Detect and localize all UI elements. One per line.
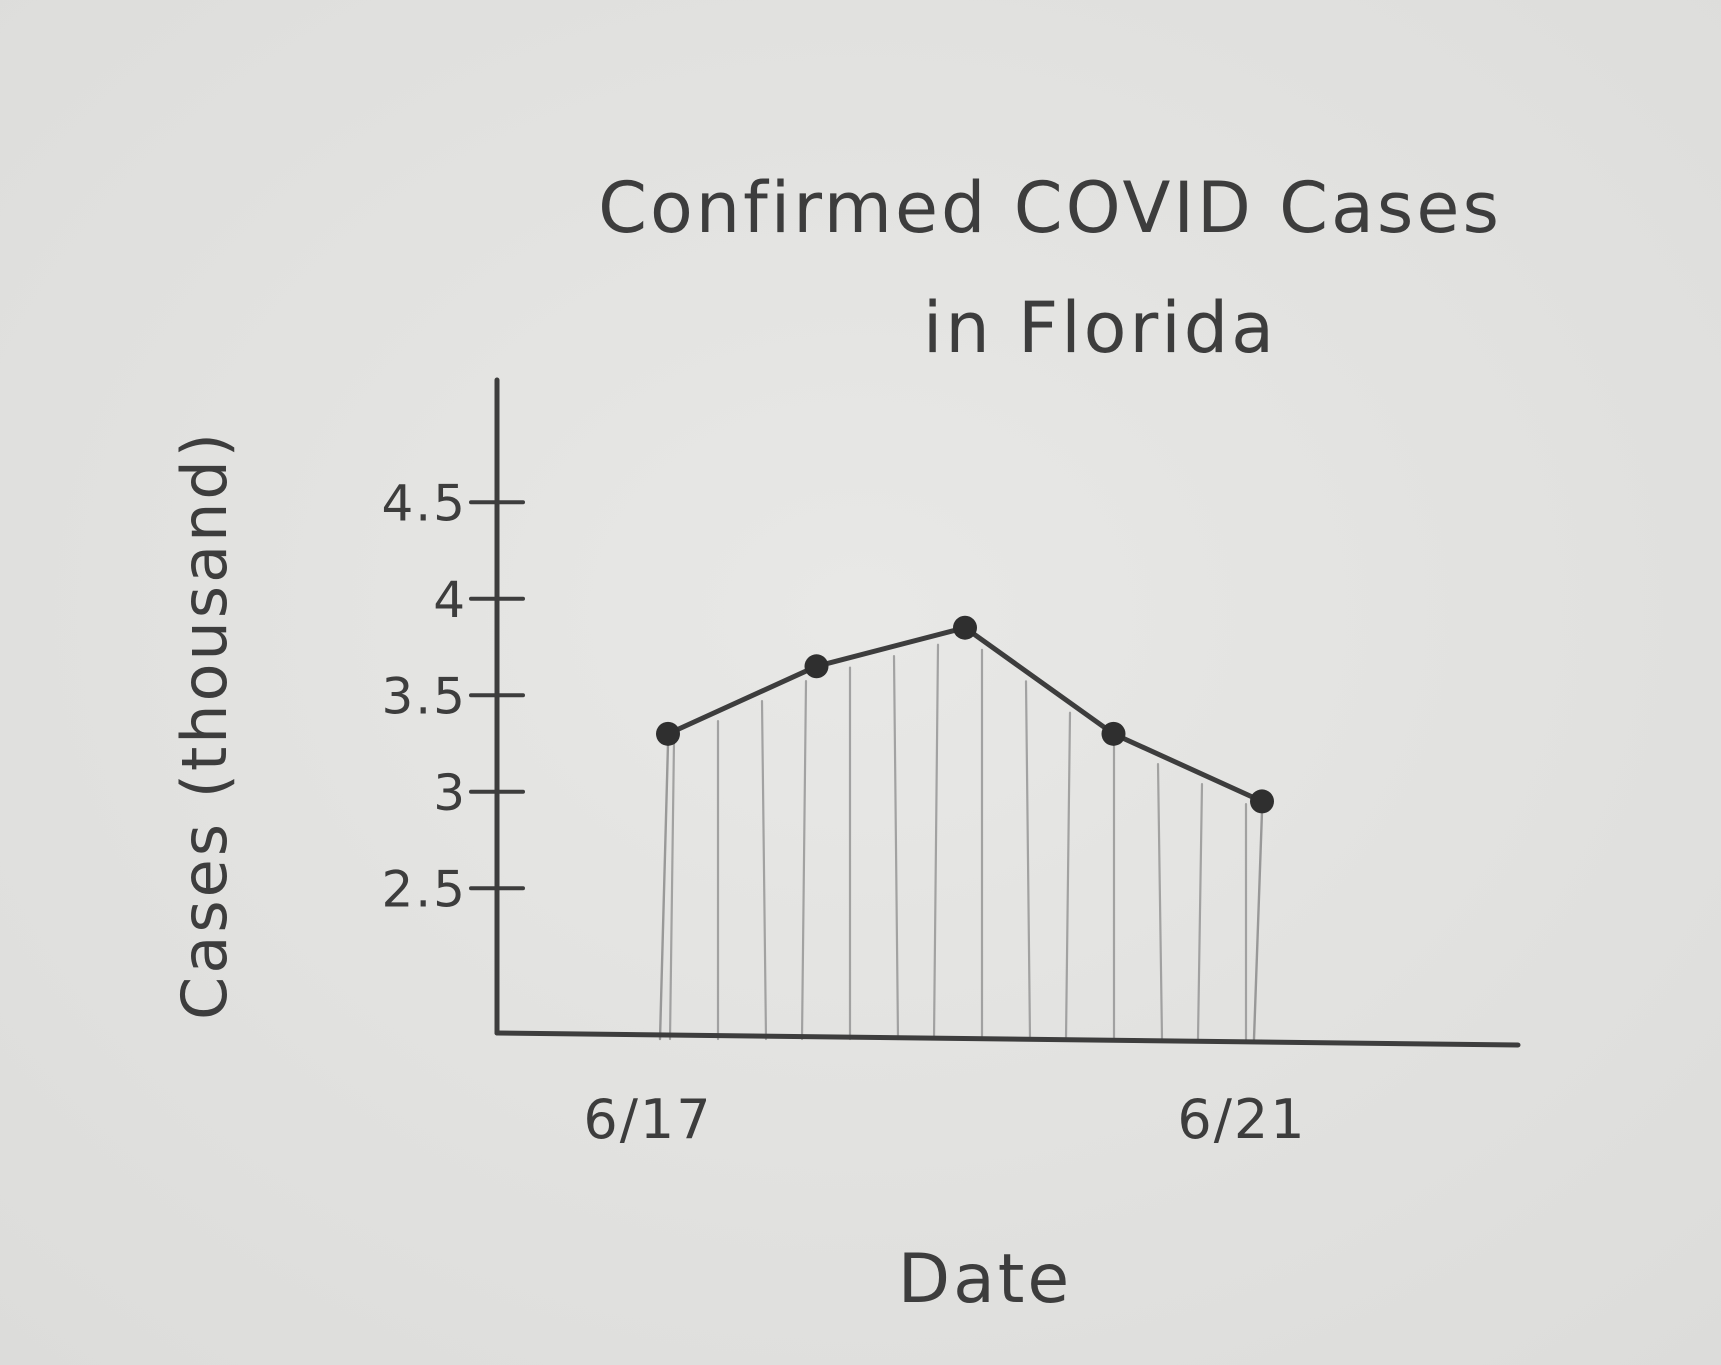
x-axis-label: Date	[898, 1240, 1073, 1319]
hatch-stroke	[932, 643, 940, 1041]
x-tick-label: 6/21	[1177, 1088, 1306, 1151]
y-axis-ticks: 2.5 3 3.5 4 4.5	[381, 474, 525, 918]
y-tick-label: 4.5	[381, 474, 467, 532]
hatch-stroke	[760, 699, 768, 1041]
x-tick-label: 6/17	[583, 1088, 712, 1151]
hatch-edge-stroke	[658, 742, 670, 1041]
data-point-6-17	[656, 721, 680, 746]
x-axis-line	[494, 1030, 1521, 1048]
chart-title-line-1: Confirmed COVID Cases	[598, 167, 1502, 249]
hatch-stroke	[1156, 762, 1164, 1041]
hatch-stroke	[892, 655, 900, 1041]
data-point-6-20	[1101, 721, 1126, 746]
y-axis-label: Cases (thousand)	[168, 430, 241, 1020]
data-point-6-21	[1250, 789, 1274, 814]
y-tick-label: 3.5	[381, 667, 467, 725]
hatch-stroke	[668, 740, 676, 1041]
y-tick-label: 2.5	[381, 860, 467, 918]
hatch-stroke	[1196, 783, 1204, 1041]
hatch-stroke	[1064, 711, 1072, 1041]
data-point-6-18	[804, 654, 829, 679]
hatch-edge-stroke	[1252, 810, 1264, 1041]
y-tick-label: 4	[433, 571, 467, 629]
hatch-stroke	[1024, 680, 1032, 1041]
data-points	[656, 615, 1274, 814]
area-fill-hatching	[658, 643, 1264, 1041]
y-tick-label: 3	[433, 764, 467, 822]
data-point-6-19	[953, 615, 977, 640]
chart-title-line-2: in Florida	[923, 287, 1277, 369]
hatch-stroke	[800, 679, 808, 1041]
x-axis-ticks: 6/17 6/21	[583, 1088, 1306, 1151]
